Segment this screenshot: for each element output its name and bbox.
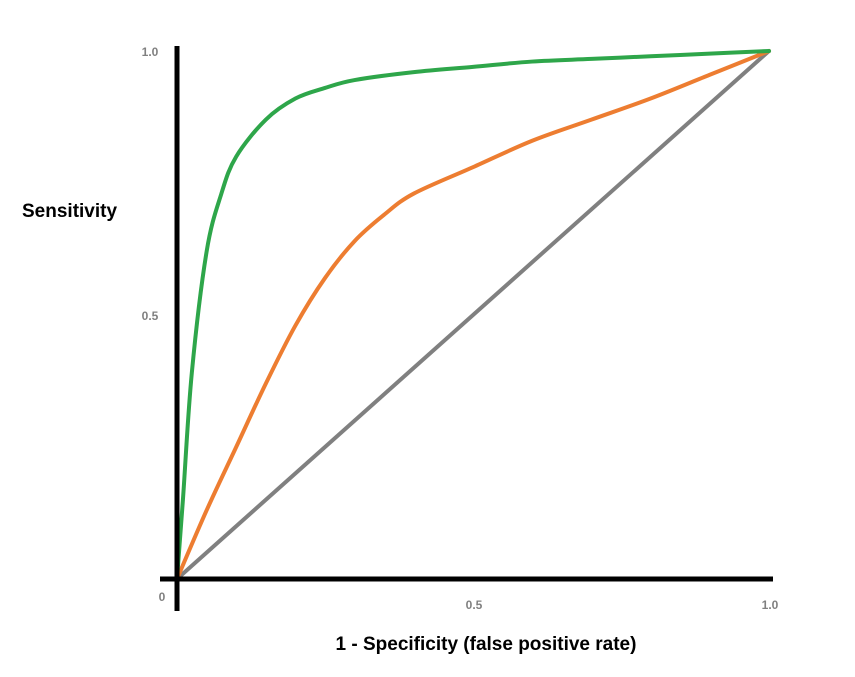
series-layer	[175, 49, 771, 581]
y-tick-label: 1.0	[142, 45, 159, 59]
x-tick-label: 1.0	[762, 598, 779, 612]
series-line-excellent-classifier	[175, 49, 771, 581]
origin-label: 0	[159, 590, 166, 604]
series-line-good-classifier	[175, 49, 771, 581]
tick-layer: 0.5 1.0 0.5 1.0	[142, 45, 779, 612]
x-axis-title: 1 - Specificity (false positive rate)	[336, 634, 637, 655]
y-axis-title: Sensitivity	[22, 201, 117, 222]
series-line-random-classifier	[175, 49, 771, 581]
y-tick-label: 0.5	[142, 309, 159, 323]
x-tick-label: 0.5	[466, 598, 483, 612]
